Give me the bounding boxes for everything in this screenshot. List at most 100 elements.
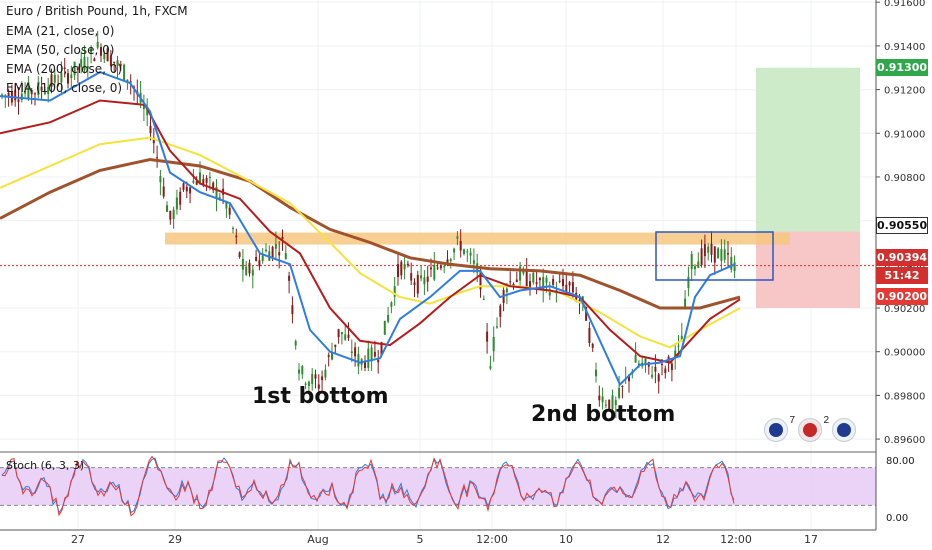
event-count: 2 [823, 415, 829, 426]
candle-body [179, 191, 182, 205]
candle [390, 301, 393, 314]
candle [86, 56, 89, 78]
candle-body [311, 373, 314, 384]
candle-body [205, 178, 208, 183]
profit-target-zone[interactable] [756, 67, 860, 232]
countdown-tag: 51:42 [876, 267, 928, 284]
candle [80, 51, 83, 74]
candle [304, 381, 307, 390]
candle-body [152, 138, 155, 144]
candle [278, 241, 281, 269]
candle-body [674, 350, 677, 358]
candle-body [106, 48, 109, 62]
candle-body [294, 340, 297, 346]
candle [387, 307, 390, 324]
candle-body [614, 400, 617, 406]
candle-body [265, 249, 267, 252]
candle-body [301, 366, 304, 375]
candle [251, 265, 254, 289]
candle-body [459, 241, 462, 251]
candle-body [288, 275, 291, 281]
candle-body [90, 48, 93, 53]
candle-body [453, 248, 456, 253]
eu-flag-icon[interactable] [832, 418, 856, 442]
legend-ema100[interactable]: EMA (100, close, 0) [6, 81, 123, 95]
candle-body [50, 74, 53, 87]
price-tick-label: 0.91000 [884, 129, 925, 140]
candle [687, 266, 690, 297]
candle [96, 30, 99, 50]
candle [245, 260, 248, 277]
candle [284, 245, 287, 260]
candle [17, 87, 20, 115]
candle-body [208, 176, 211, 178]
candle [595, 362, 597, 383]
candle-body [410, 273, 413, 281]
candle [413, 278, 416, 298]
price-tick-label: 0.89600 [884, 435, 925, 446]
candle [248, 259, 251, 277]
legend-ema50[interactable]: EMA (50, close, 0) [6, 43, 115, 57]
candle [30, 87, 33, 105]
candle-body [697, 261, 700, 268]
resistance-zone[interactable] [165, 232, 790, 245]
candle [47, 77, 50, 103]
stoch-title[interactable]: Stoch (6, 3, 3) [6, 459, 85, 472]
consolidation-box[interactable] [655, 231, 774, 281]
legend-ema21[interactable]: EMA (21, close, 0) [6, 24, 115, 38]
candle-body [278, 252, 281, 256]
candle [406, 260, 409, 268]
candle-body [314, 374, 317, 379]
candle-body [680, 335, 683, 342]
candle [53, 68, 56, 89]
candle [123, 63, 126, 82]
candle [73, 61, 76, 80]
candle-body [525, 268, 528, 287]
candle [496, 317, 498, 329]
candle [684, 290, 687, 309]
candle-body [562, 279, 564, 287]
candle-body [571, 282, 574, 293]
candle-body [644, 358, 647, 365]
candle-body [67, 73, 69, 84]
candle-body [578, 300, 581, 302]
candle-body [670, 363, 673, 371]
candle-body [482, 298, 485, 300]
candle-body [397, 264, 399, 277]
time-axis[interactable]: 27 29 Aug 5 12:00 10 12 12:00 17 [0, 529, 876, 546]
candle [27, 76, 30, 101]
candle [420, 265, 423, 282]
uk-flag-icon[interactable]: 2 [798, 415, 829, 442]
eu-flag-icon[interactable]: 7 [764, 415, 795, 442]
candle-body [337, 329, 340, 338]
candle-body [80, 59, 83, 68]
candle [100, 43, 102, 63]
economic-events[interactable]: 7 2 [764, 415, 856, 442]
candle [426, 265, 429, 292]
candle-body [713, 246, 716, 263]
candle-body [24, 91, 27, 94]
candle [552, 275, 555, 287]
candle [119, 60, 122, 71]
candle-body [60, 72, 63, 83]
candle [205, 175, 208, 192]
candle-body [618, 387, 621, 398]
candle [535, 271, 538, 295]
candle [106, 46, 109, 62]
candle-body [142, 105, 145, 110]
candle-body [327, 355, 330, 357]
candle [159, 169, 162, 196]
candle-body [225, 202, 228, 209]
stop-price-tag: 0.90200 [876, 288, 928, 305]
candle-body [109, 55, 112, 66]
candle [690, 250, 693, 282]
candle-body [47, 86, 50, 94]
candle-body [347, 334, 350, 338]
candle [628, 373, 630, 393]
legend-ema200[interactable]: EMA (200, close, 0) [6, 62, 123, 76]
candle-body [37, 82, 40, 95]
candle-body [723, 249, 726, 260]
candle-body [235, 235, 238, 238]
target-price-tag: 0.91300 [876, 59, 928, 76]
